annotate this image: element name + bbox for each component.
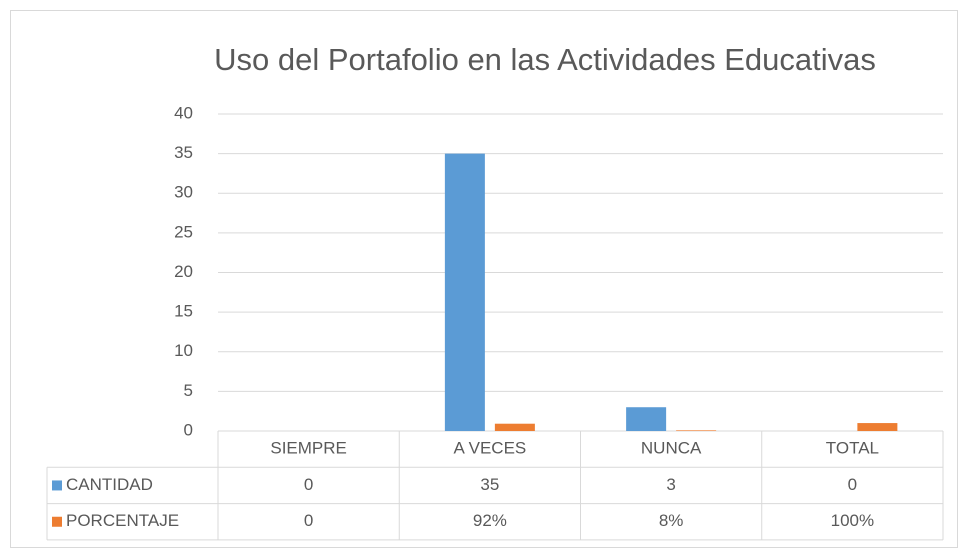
chart-title: Uso del Portafolio en las Actividades Ed… (214, 42, 876, 77)
x-tick-label: NUNCA (641, 439, 702, 458)
y-tick-label: 15 (174, 302, 193, 321)
y-tick-label: 5 (184, 381, 193, 400)
y-tick-label: 35 (174, 143, 193, 162)
table-cell: 92% (473, 511, 507, 530)
y-tick-label: 40 (174, 103, 193, 122)
x-tick-label: TOTAL (826, 439, 879, 458)
bar (626, 407, 667, 431)
table-cell: 3 (666, 475, 675, 494)
bar (444, 153, 485, 431)
legend-label: CANTIDAD (66, 475, 153, 494)
table-cell: 0 (304, 475, 313, 494)
table-cell: 0 (304, 511, 313, 530)
bar (676, 430, 717, 431)
table-cell: 0 (848, 475, 857, 494)
y-tick-label: 0 (184, 420, 193, 439)
table-cell: 8% (659, 511, 684, 530)
y-tick-label: 10 (174, 341, 193, 360)
legend-key (52, 516, 62, 527)
y-tick-label: 25 (174, 222, 193, 241)
x-tick-label: A VECES (453, 439, 526, 458)
table-cell: 35 (480, 475, 499, 494)
y-tick-label: 30 (174, 183, 193, 202)
table-cell: 100% (831, 511, 874, 530)
legend-key (52, 480, 62, 491)
x-tick-label: SIEMPRE (270, 439, 347, 458)
y-tick-label: 20 (174, 262, 193, 281)
bar (494, 423, 535, 431)
bar (857, 423, 898, 431)
legend-label: PORCENTAJE (66, 511, 179, 530)
